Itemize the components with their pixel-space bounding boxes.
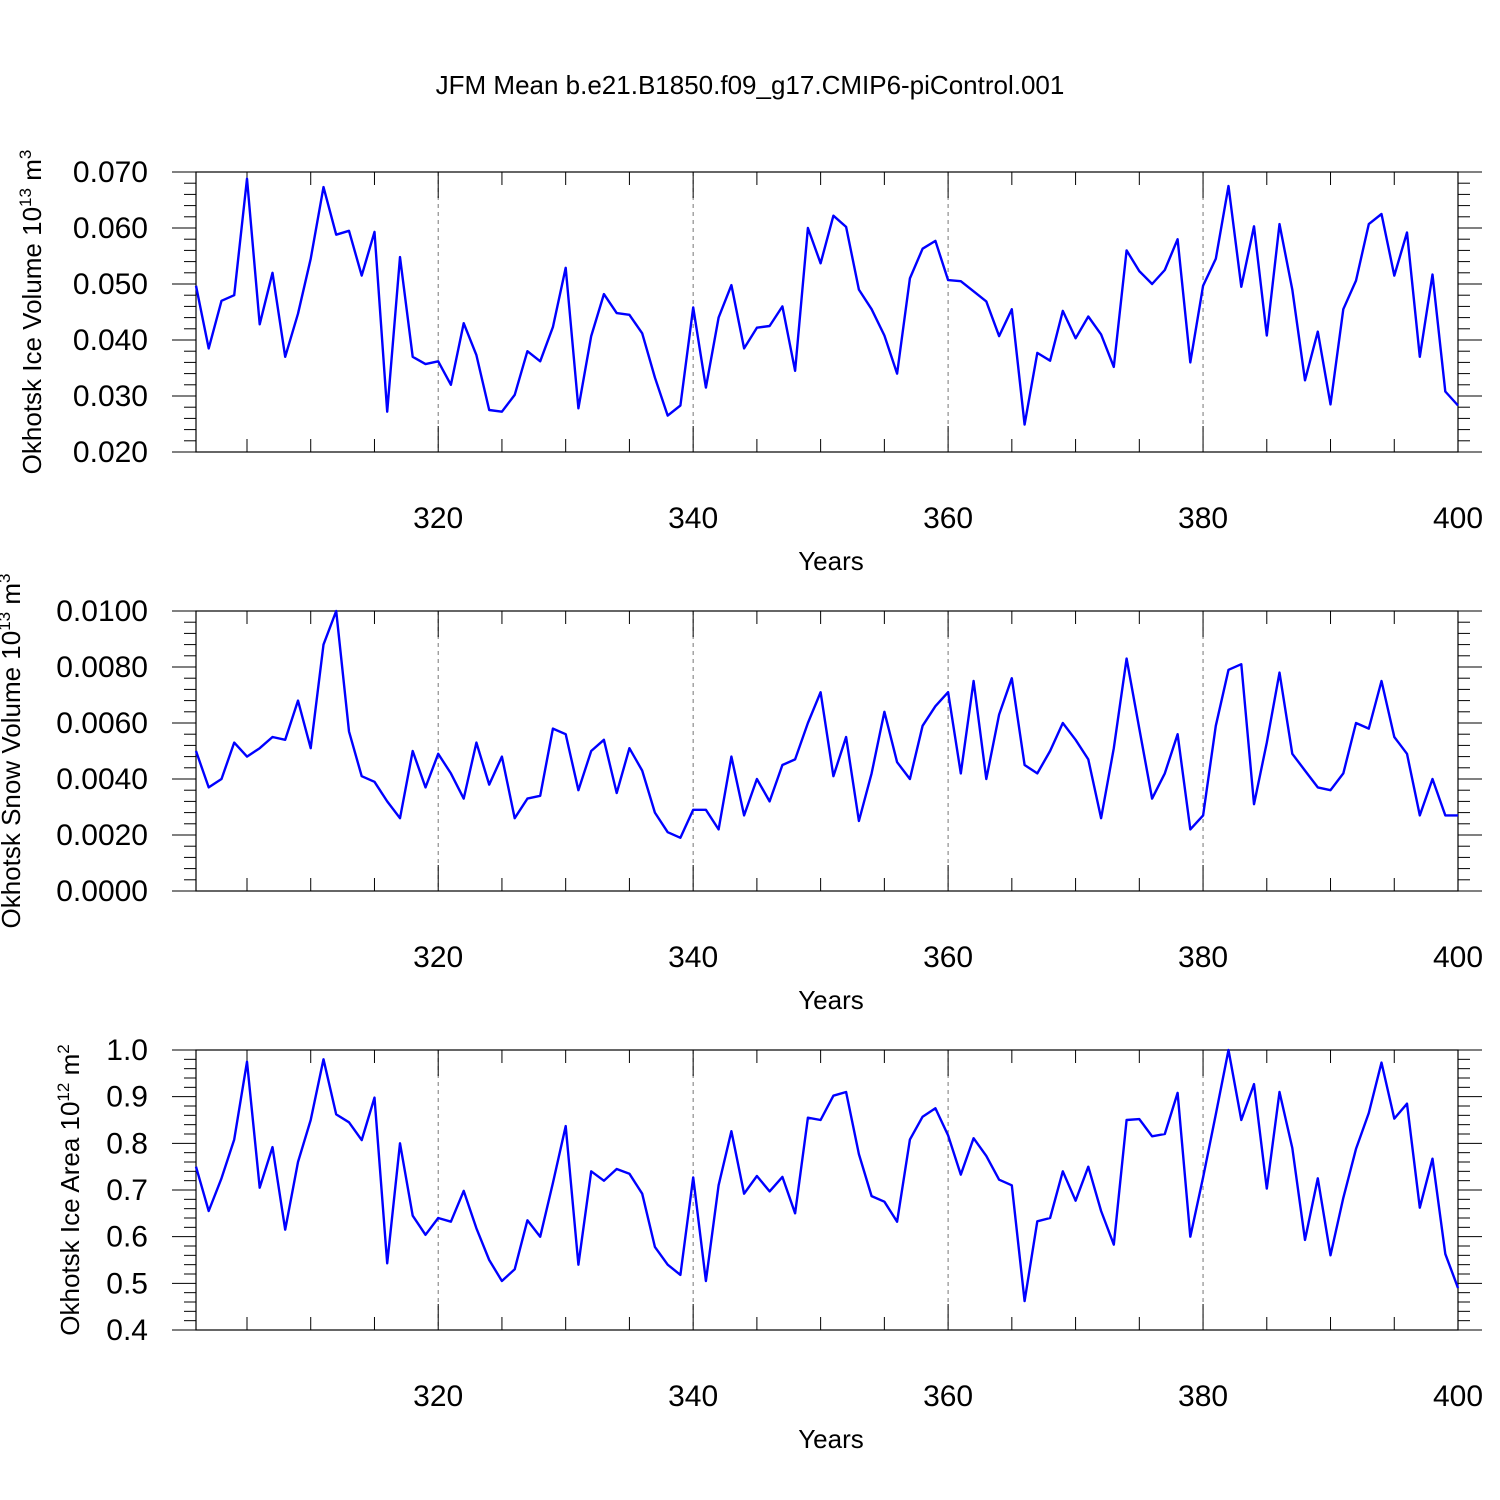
x-tick-label: 320 bbox=[413, 941, 463, 974]
x-axis-label: Years bbox=[798, 985, 864, 1015]
y-axis-label: Okhotsk Ice Area 1012 m2 bbox=[54, 1044, 85, 1335]
y-tick-label: 0.8 bbox=[106, 1127, 148, 1160]
x-axis-label: Years bbox=[798, 546, 864, 576]
x-tick-label: 380 bbox=[1178, 1380, 1228, 1413]
panel-ice-volume: 0.020 0.030 0.040 0.050 0.060 0.070 320 340 360 3… bbox=[16, 150, 1483, 576]
x-tick-label: 400 bbox=[1433, 1380, 1483, 1413]
y-tick-label: 0.4 bbox=[106, 1314, 148, 1347]
y-tick-label: 0.070 bbox=[73, 156, 148, 189]
y-tick-label: 0.030 bbox=[73, 380, 148, 413]
x-tick-label: 400 bbox=[1433, 502, 1483, 535]
x-tick-label: 400 bbox=[1433, 941, 1483, 974]
y-tick-label: 0.050 bbox=[73, 268, 148, 301]
x-tick-label: 360 bbox=[923, 941, 973, 974]
plot-frame bbox=[195, 171, 1459, 453]
x-tick-label: 380 bbox=[1178, 502, 1228, 535]
y-axis-label: Okhotsk Ice Volume 1013 m3 bbox=[16, 150, 47, 475]
y-tick-label: 0.0080 bbox=[56, 651, 148, 684]
plot-frame bbox=[195, 610, 1459, 892]
x-tick-label: 340 bbox=[668, 941, 718, 974]
x-tick-label: 320 bbox=[413, 502, 463, 535]
x-tick-label: 360 bbox=[923, 1380, 973, 1413]
panel-ice-area: 0.4 0.5 0.6 0.7 0.8 0.9 1.0 320 340 360 380 400 Year… bbox=[54, 1034, 1483, 1454]
y-tick-label: 0.020 bbox=[73, 436, 148, 469]
y-tick-label: 0.7 bbox=[106, 1174, 148, 1207]
y-tick-label: 0.9 bbox=[106, 1081, 148, 1114]
x-tick-label: 380 bbox=[1178, 941, 1228, 974]
x-tick-label: 320 bbox=[413, 1380, 463, 1413]
y-tick-label: 1.0 bbox=[106, 1034, 148, 1067]
x-tick-label: 340 bbox=[668, 1380, 718, 1413]
series-line bbox=[194, 177, 1459, 426]
x-tick-label: 340 bbox=[668, 502, 718, 535]
y-tick-label: 0.0020 bbox=[56, 819, 148, 852]
y-tick-label: 0.5 bbox=[106, 1267, 148, 1300]
y-axis-label: Okhotsk Snow Volume 1013 m3 bbox=[0, 574, 26, 929]
figure-title: JFM Mean b.e21.B1850.f09_g17.CMIP6-piCon… bbox=[435, 70, 1065, 100]
series-line bbox=[194, 1048, 1460, 1303]
plot-frame bbox=[195, 1049, 1459, 1331]
y-tick-label: 0.6 bbox=[106, 1221, 148, 1254]
series-line bbox=[194, 609, 1458, 839]
x-axis-label: Years bbox=[798, 1424, 864, 1454]
y-tick-label: 0.0000 bbox=[56, 875, 148, 908]
x-tick-label: 360 bbox=[923, 502, 973, 535]
y-tick-label: 0.0100 bbox=[56, 595, 148, 628]
panel-snow-volume: 0.0000 0.0020 0.0040 0.0060 0.0080 0.0100 320 3… bbox=[0, 574, 1483, 1016]
y-tick-label: 0.060 bbox=[73, 212, 148, 245]
y-tick-label: 0.0040 bbox=[56, 763, 148, 796]
y-tick-label: 0.040 bbox=[73, 324, 148, 357]
y-tick-label: 0.0060 bbox=[56, 707, 148, 740]
